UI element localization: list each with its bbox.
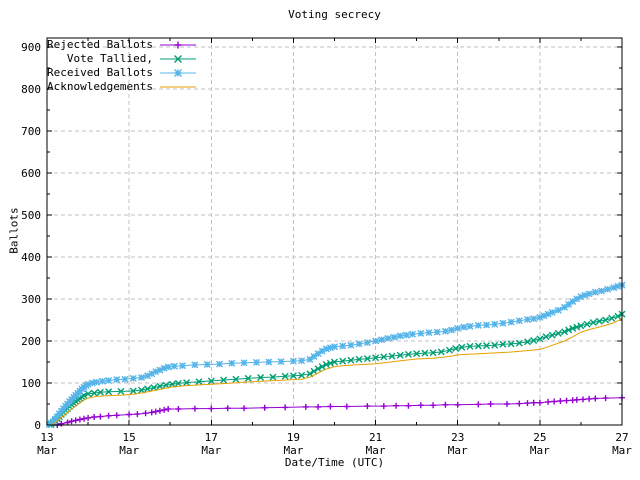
legend-entry-rejected-ballots: Rejected Ballots [47,38,200,52]
legend-cross-marker-icon [160,55,196,63]
x-tick-label: 25 [533,431,546,444]
x-axis-label: Date/Time (UTC) [284,456,385,469]
series-markers-received-ballots [45,281,626,429]
legend-entry-acknowledgements: Acknowledgements [47,80,200,94]
y-axis-label: Ballots [7,207,21,254]
chart-title: Voting secrecy [288,8,381,21]
legend-label-acknowledgements: Acknowledgements [47,80,153,93]
x-tick-label: 17 [205,431,218,444]
y-tick-label: 100 [21,377,41,390]
y-tick-label: 500 [21,209,41,222]
x-tick-label: 27 [615,431,628,444]
plot-border [46,37,623,426]
series-line-received-ballots [48,284,623,426]
legend-entry-received-ballots: Received Ballots [47,66,200,80]
legend-entry-vote-tallied: Vote Tallied, [47,52,200,66]
series-markers-vote-tallied [47,310,626,429]
legend-label-received-ballots: Received Ballots [47,66,153,79]
y-tick-label: 0 [34,419,41,432]
x-tick-sublabel: Mar [119,444,139,457]
y-tick-label: 800 [21,83,41,96]
x-tick-sublabel: Mar [37,444,57,457]
y-tick-label: 600 [21,167,41,180]
y-tick-label: 200 [21,335,41,348]
legend-label-vote-tallied: Vote Tallied, [66,52,153,65]
legend-none-marker-icon [160,86,196,88]
series-line-vote-tallied [50,313,623,425]
y-tick-label: 400 [21,251,41,264]
y-tick-label: 300 [21,293,41,306]
y-tick-label: 900 [21,41,41,54]
x-tick-label: 13 [40,431,53,444]
legend-label-rejected-ballots: Rejected Ballots [47,38,153,51]
legend-asterisk-marker-icon [160,69,196,77]
x-tick-sublabel: Mar [530,444,550,457]
x-tick-label: 19 [287,431,300,444]
legend-plus-marker-icon [160,41,196,49]
x-tick-sublabel: Mar [283,444,303,457]
y-tick-label: 700 [21,125,41,138]
x-tick-sublabel: Mar [448,444,468,457]
x-tick-sublabel: Mar [612,444,632,457]
x-tick-sublabel: Mar [201,444,221,457]
series-line-rejected-ballots [57,397,623,426]
x-tick-label: 21 [369,431,382,444]
x-tick-sublabel: Mar [366,444,386,457]
x-tick-label: 23 [451,431,464,444]
series-line-acknowledgements [50,317,623,426]
x-tick-label: 15 [123,431,136,444]
